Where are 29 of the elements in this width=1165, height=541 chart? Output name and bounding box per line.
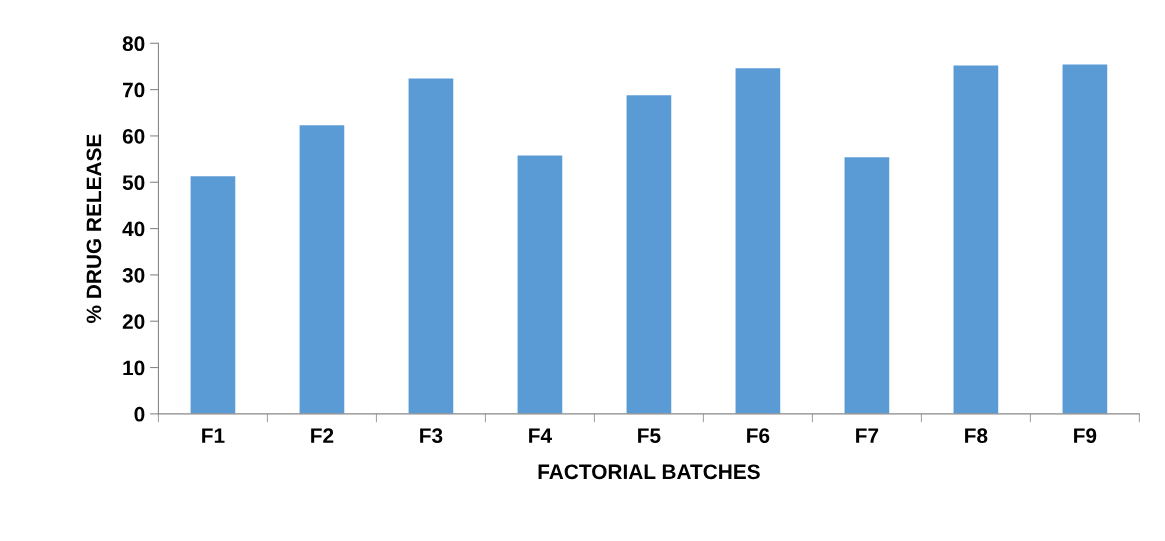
x-tick-label: F8 [965,428,988,444]
x-tick-label: F4 [529,428,552,443]
y-axis-title: % DRUG RELEASE [86,134,102,323]
x-tick-label: F9 [1074,428,1097,444]
x-tick-label: F1 [202,428,225,443]
x-tick-label: F6 [747,428,770,444]
x-tick-label: F3 [420,428,443,444]
y-tick-label: 0 [134,406,145,422]
y-tick-label: 70 [122,82,145,98]
y-tick-label: 40 [122,221,145,237]
bar [1062,64,1108,414]
bar [299,125,345,414]
x-axis-title: FACTORIAL BATCHES [538,464,760,480]
y-tick-label: 60 [122,128,145,144]
x-tick-label: F5 [638,428,661,444]
bar [517,155,563,414]
x-tick-label: F2 [311,428,334,443]
y-tick-label: 30 [122,267,145,283]
y-tick-label: 50 [122,175,145,190]
bar [408,78,454,414]
bar [844,157,890,414]
bar [626,95,672,414]
y-tick-label: 80 [122,36,145,52]
bar [953,65,999,414]
bar [190,176,236,414]
x-tick-label: F7 [856,428,879,443]
bar [735,68,781,414]
y-tick-label: 20 [122,314,145,329]
y-tick-label: 10 [123,360,145,376]
